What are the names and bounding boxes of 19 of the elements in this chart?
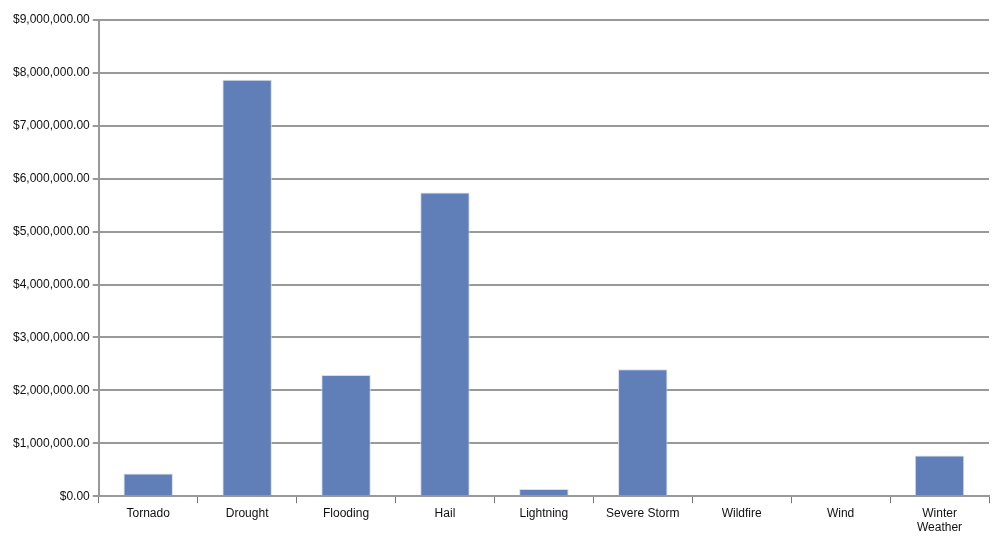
x-tick-label: Severe Storm — [606, 505, 680, 520]
y-tick-label: $1,000,000.00 — [12, 435, 91, 450]
x-tick-label: Flooding — [323, 505, 370, 520]
y-tick-label: $0.00 — [59, 488, 91, 503]
x-tick-label: Wind — [826, 505, 855, 520]
x-tick-label: Tornado — [126, 505, 171, 520]
x-tick-label: Hail — [434, 505, 456, 520]
y-tick-label: $8,000,000.00 — [12, 65, 91, 80]
x-tick-label: Drought — [225, 505, 270, 520]
x-tick-label: Winter Weather — [916, 505, 963, 535]
y-tick-label: $9,000,000.00 — [12, 12, 91, 27]
y-tick-label: $5,000,000.00 — [12, 223, 91, 238]
y-tick-label: $4,000,000.00 — [12, 276, 91, 291]
x-tick-label: Wildfire — [721, 505, 763, 520]
y-tick-label: $6,000,000.00 — [12, 171, 91, 186]
y-tick-label: $2,000,000.00 — [12, 382, 91, 397]
y-tick-label: $7,000,000.00 — [12, 118, 91, 133]
y-tick-label: $3,000,000.00 — [12, 329, 91, 344]
x-tick-label: Lightning — [519, 505, 569, 520]
